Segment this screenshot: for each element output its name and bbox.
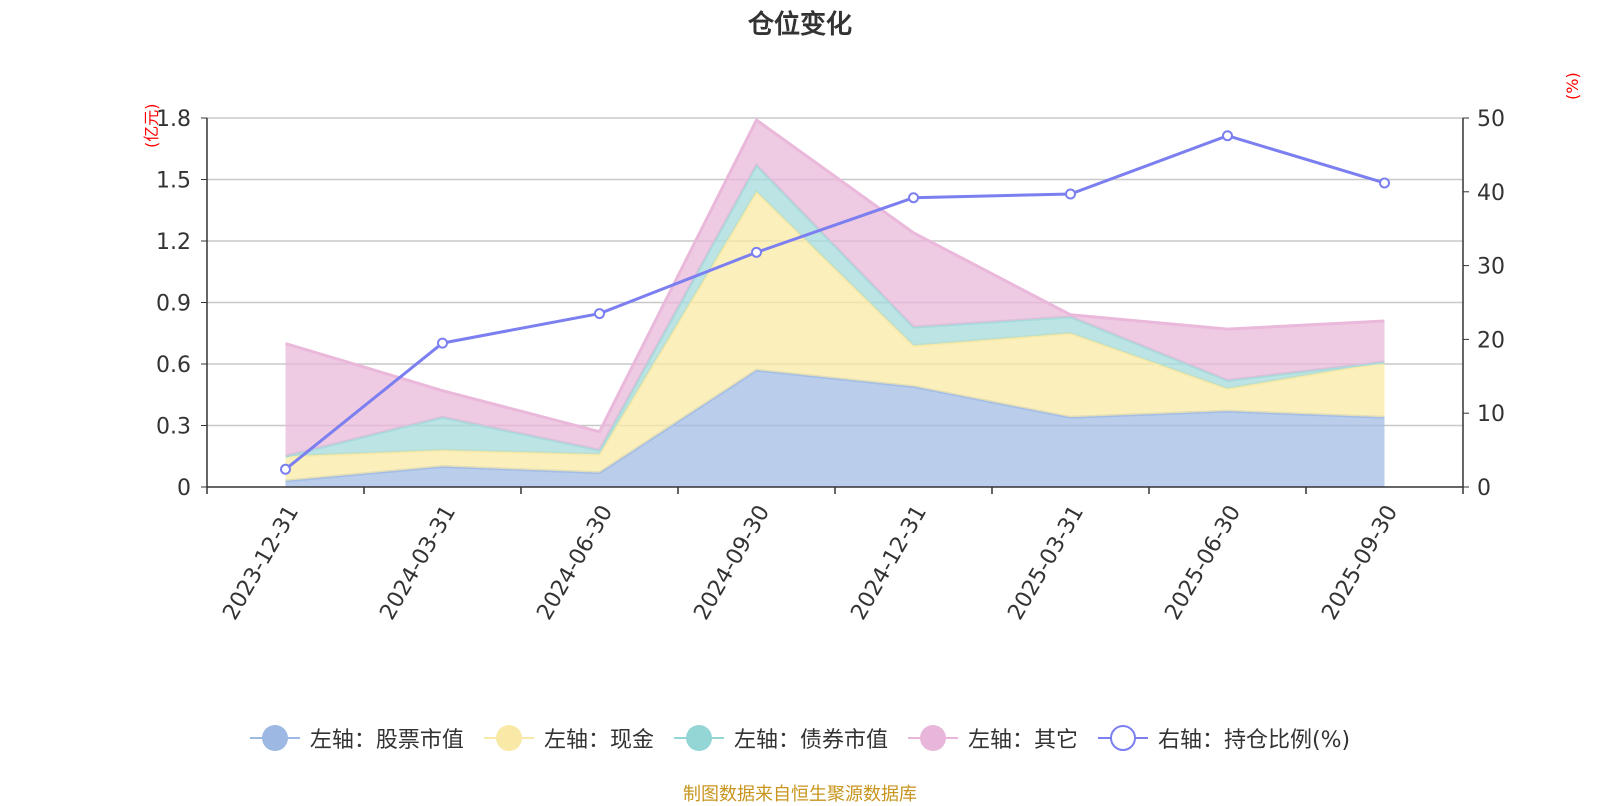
left-tick-label: 1.5 [156,169,191,194]
legend-item-bond[interactable]: 左轴：债券市值 [673,722,888,754]
right-tick-label: 30 [1477,255,1505,280]
x-tick-label: 2025-03-31 [1003,501,1089,624]
x-tick-label: 2025-09-30 [1317,501,1403,624]
x-tick-label: 2024-06-30 [532,501,618,624]
left-tick-label: 0.6 [156,353,191,378]
left-tick-label: 1.8 [156,107,191,132]
ratio-point [1222,130,1233,142]
left-tick-label: 1.2 [156,230,191,255]
left-tick-label: 0 [177,476,191,501]
legend-label-bond: 左轴：债券市值 [733,728,888,753]
legend-marker-cash [483,725,534,751]
left-tick-label: 0.3 [156,415,191,440]
x-tick-label: 2025-06-30 [1160,501,1246,624]
right-tick-label: 40 [1477,181,1505,206]
area-edge-other [285,117,1385,434]
legend-item-other[interactable]: 左轴：其它 [907,722,1078,754]
right-tick-label: 20 [1477,328,1505,353]
legend-label-ratio: 右轴：持仓比例(%) [1157,728,1351,753]
ratio-point [908,192,919,204]
x-tick-label: 2024-09-30 [689,501,775,624]
ratio-point [594,308,605,320]
right-tick-label: 0 [1477,476,1491,501]
x-tick-label: 2024-03-31 [375,501,461,624]
legend-label-cash: 左轴：现金 [543,728,654,753]
area-cash [285,191,1385,481]
x-tick-label: 2024-12-31 [846,501,932,624]
legend-marker-stock [249,725,300,751]
chart-title: 仓位变化 [747,10,852,40]
legend-marker-bond [673,725,724,751]
position-change-chart: 0 0.3 0.6 0.9 1.2 1.5 1.8 0 10 20 30 40 50 2023-12-31… [156,107,1505,624]
ratio-point [280,463,291,475]
ratio-point [751,246,762,258]
ratio-point [437,337,448,349]
area-other [285,120,1385,457]
legend-item-cash[interactable]: 左轴：现金 [483,722,654,754]
legend-marker-ratio [1097,725,1148,751]
legend-label-other: 左轴：其它 [967,728,1078,753]
data-source-note: 制图数据来自恒生聚源数据库 [683,784,917,805]
legend-item-ratio[interactable]: 右轴：持仓比例(%) [1097,722,1351,754]
right-tick-label: 10 [1477,402,1505,427]
legend-label-stock: 左轴：股票市值 [309,728,464,753]
legend-marker-other [907,725,958,751]
right-tick-label: 50 [1477,107,1505,132]
ratio-point [1379,177,1390,189]
chart-legend: 左轴：股票市值 左轴：现金 左轴：债券市值 左轴：其它 右轴：持仓比例(%) [0,722,1600,754]
left-tick-label: 0.9 [156,292,191,317]
ratio-line [284,134,1385,471]
ratio-point [1065,188,1076,200]
legend-item-stock[interactable]: 左轴：股票市值 [249,722,464,754]
area-stock [285,370,1385,487]
x-tick-label: 2023-12-31 [218,501,304,624]
